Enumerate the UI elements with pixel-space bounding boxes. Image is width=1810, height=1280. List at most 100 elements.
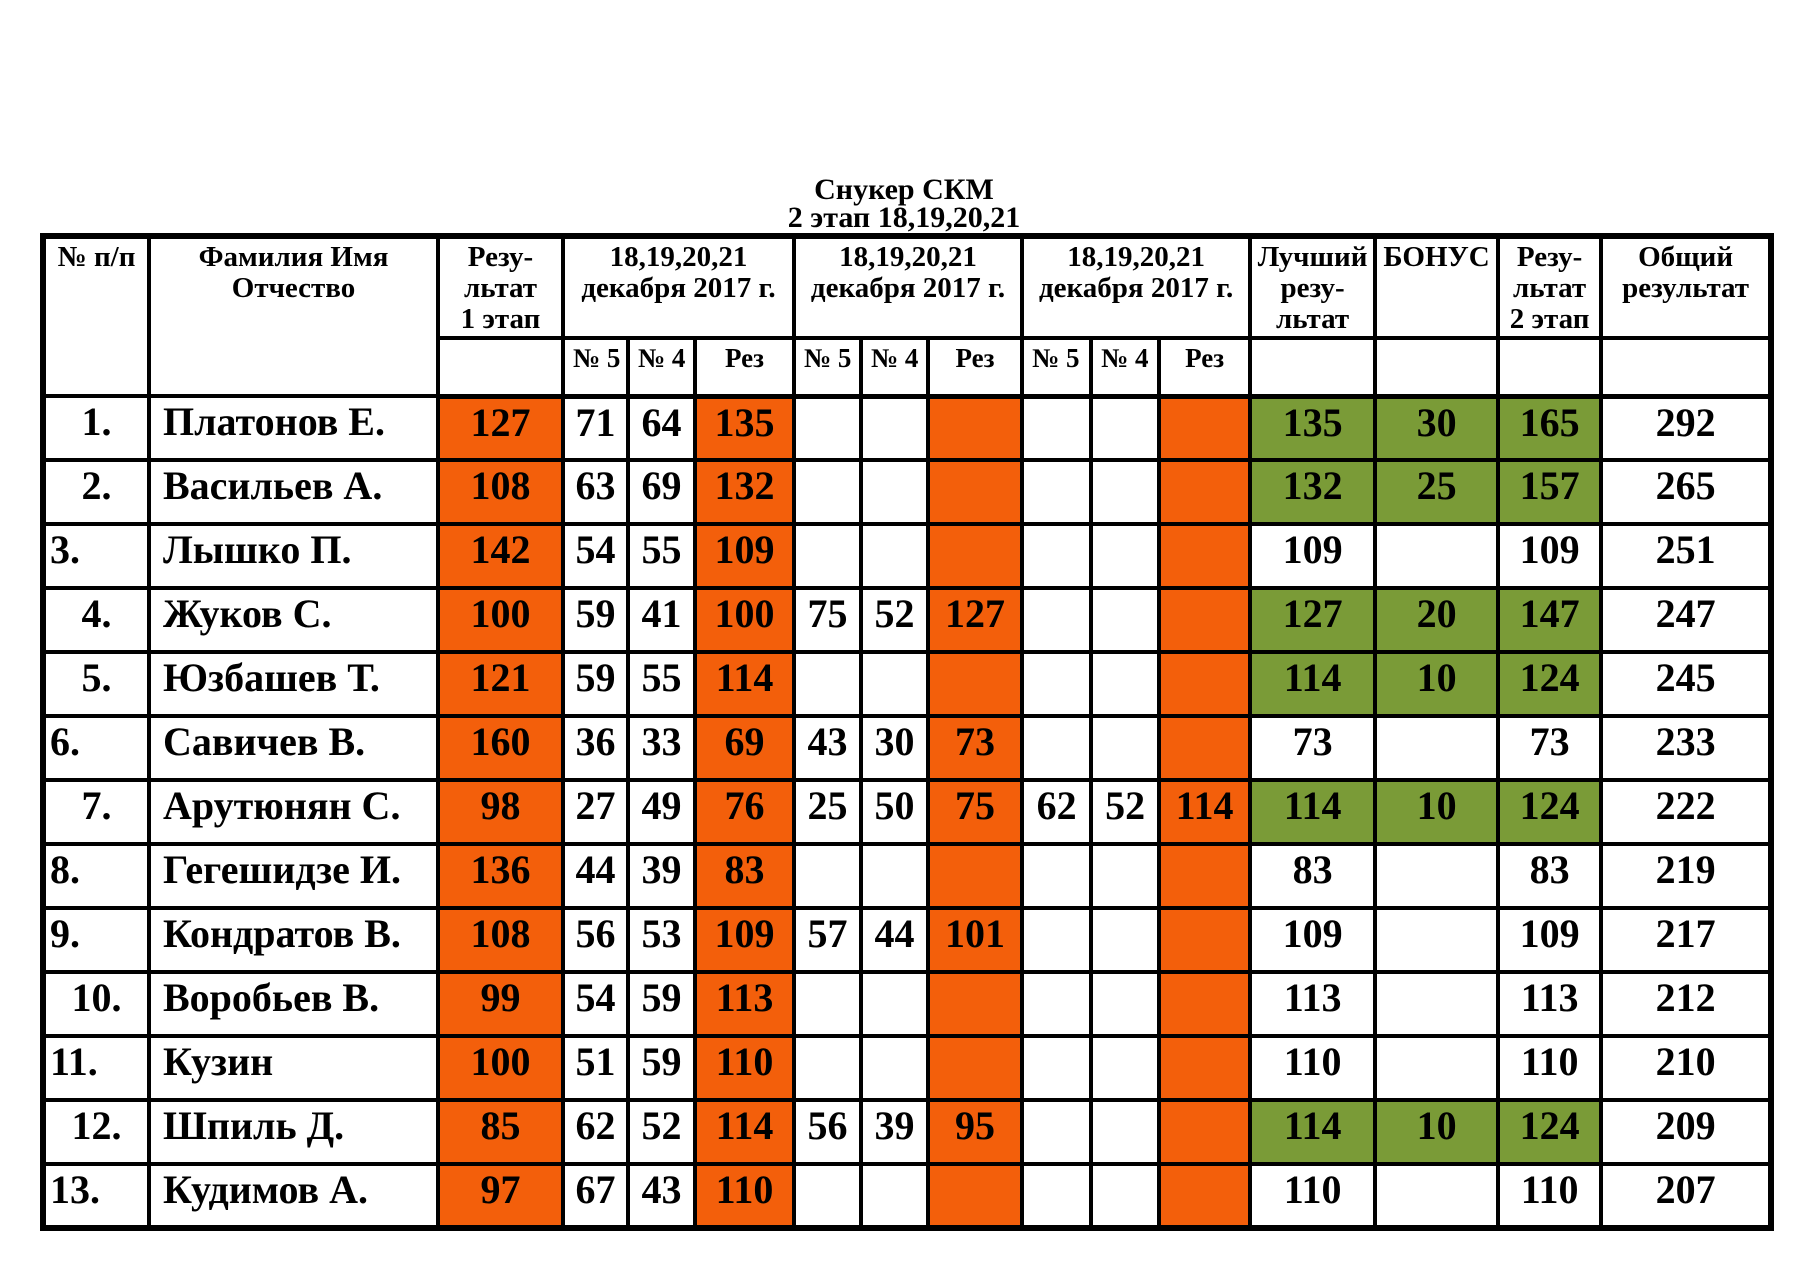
subheader-blank-best (1248, 336, 1378, 399)
subheader-blank-total (1599, 336, 1774, 399)
d2-n5 (792, 650, 864, 718)
col-header-stage1: Резу- льтат 1 этап (436, 234, 565, 340)
d3-n4 (1089, 842, 1162, 910)
bonus-value (1373, 522, 1501, 590)
d1-n4: 41 (626, 586, 697, 654)
player-name: Воробьев В. (147, 970, 440, 1038)
stage2-result: 165 (1496, 394, 1604, 462)
stage2-result: 109 (1496, 522, 1604, 590)
table-row: 8. Гегешидзе И. 136 44 39 83 83 83 219 (41, 842, 1774, 910)
d1-subcol-n5: № 5 (561, 336, 630, 399)
table-row: 13. Кудимов А. 97 67 43 110 110 110 207 (41, 1162, 1774, 1230)
player-name: Шпиль Д. (147, 1098, 440, 1166)
total-result: 247 (1599, 586, 1774, 654)
player-name: Кудимов А. (147, 1162, 440, 1230)
total-result: 209 (1599, 1098, 1774, 1166)
d3-n5 (1020, 522, 1094, 590)
d3-res (1157, 1098, 1253, 1166)
d3-n5 (1020, 842, 1094, 910)
total-result: 265 (1599, 458, 1774, 526)
d3-n5 (1020, 458, 1094, 526)
d1-n4: 59 (626, 1034, 697, 1102)
d1-subcol-n4: № 4 (626, 336, 697, 399)
d2-n4 (859, 650, 931, 718)
bonus-value (1373, 714, 1501, 782)
row-number: 4. (41, 586, 151, 654)
d3-n4 (1089, 522, 1162, 590)
d2-n5: 57 (792, 906, 864, 974)
d1-n4: 55 (626, 522, 697, 590)
d1-n4: 55 (626, 650, 697, 718)
stage2-result: 110 (1496, 1034, 1604, 1102)
best-result: 109 (1248, 906, 1378, 974)
stage1-result: 98 (436, 778, 565, 846)
table-row: 5. Юзбашев Т. 121 59 55 114 114 10 124 245 (41, 650, 1774, 718)
d3-n5 (1020, 586, 1094, 654)
table-row: 10. Воробьев В. 99 54 59 113 113 113 212 (41, 970, 1774, 1038)
d1-res: 132 (692, 458, 797, 526)
d2-res: 73 (926, 714, 1025, 782)
stage2-result: 124 (1496, 778, 1604, 846)
total-result: 212 (1599, 970, 1774, 1038)
d3-subcol-n4: № 4 (1089, 336, 1162, 399)
stage1-result: 136 (436, 842, 565, 910)
bonus-value (1373, 1034, 1501, 1102)
col-header-dates-3: 18,19,20,21 декабря 2017 г. (1020, 234, 1253, 340)
best-result: 110 (1248, 1162, 1378, 1230)
d1-res: 110 (692, 1162, 797, 1230)
bonus-value (1373, 1162, 1501, 1230)
d2-res (926, 1162, 1025, 1230)
d1-n5: 44 (561, 842, 630, 910)
d3-n4 (1089, 1034, 1162, 1102)
bonus-value: 10 (1373, 1098, 1501, 1166)
table-row: 2. Васильев А. 108 63 69 132 132 25 157 265 (41, 458, 1774, 526)
d2-res: 127 (926, 586, 1025, 654)
stage1-result: 142 (436, 522, 565, 590)
best-result: 83 (1248, 842, 1378, 910)
subheader-blank-stage2 (1496, 336, 1604, 399)
player-name: Кондратов В. (147, 906, 440, 974)
document-title: Снукер СКМ 2 этап 18,19,20,21 (40, 175, 1768, 233)
d1-subcol-res: Рез (692, 336, 797, 399)
d2-n5 (792, 458, 864, 526)
player-name: Жуков С. (147, 586, 440, 654)
d1-n5: 67 (561, 1162, 630, 1230)
d1-n4: 43 (626, 1162, 697, 1230)
row-number: 12. (41, 1098, 151, 1166)
bonus-value: 10 (1373, 778, 1501, 846)
d2-n4 (859, 1162, 931, 1230)
player-name: Платонов Е. (147, 394, 440, 462)
d3-res (1157, 970, 1253, 1038)
d2-res: 75 (926, 778, 1025, 846)
stage1-result: 97 (436, 1162, 565, 1230)
d2-n5: 25 (792, 778, 864, 846)
stage1-result: 160 (436, 714, 565, 782)
d3-res (1157, 714, 1253, 782)
d3-res (1157, 1034, 1253, 1102)
d3-subcol-n5: № 5 (1020, 336, 1094, 399)
stage2-result: 147 (1496, 586, 1604, 654)
total-result: 292 (1599, 394, 1774, 462)
d3-n5 (1020, 394, 1094, 462)
d3-res: 114 (1157, 778, 1253, 846)
d2-res (926, 1034, 1025, 1102)
stage2-result: 124 (1496, 650, 1604, 718)
player-name: Кузин (147, 1034, 440, 1102)
table-row: 11. Кузин 100 51 59 110 110 110 210 (41, 1034, 1774, 1102)
stage2-result: 157 (1496, 458, 1604, 526)
d3-res (1157, 906, 1253, 974)
best-result: 109 (1248, 522, 1378, 590)
d3-n4 (1089, 1162, 1162, 1230)
d3-res (1157, 1162, 1253, 1230)
player-name: Юзбашев Т. (147, 650, 440, 718)
bonus-value: 10 (1373, 650, 1501, 718)
d3-subcol-res: Рез (1157, 336, 1253, 399)
total-result: 245 (1599, 650, 1774, 718)
d3-res (1157, 522, 1253, 590)
d1-res: 100 (692, 586, 797, 654)
d1-res: 135 (692, 394, 797, 462)
d1-n4: 69 (626, 458, 697, 526)
stage1-result: 121 (436, 650, 565, 718)
total-result: 207 (1599, 1162, 1774, 1230)
d2-n5 (792, 1034, 864, 1102)
